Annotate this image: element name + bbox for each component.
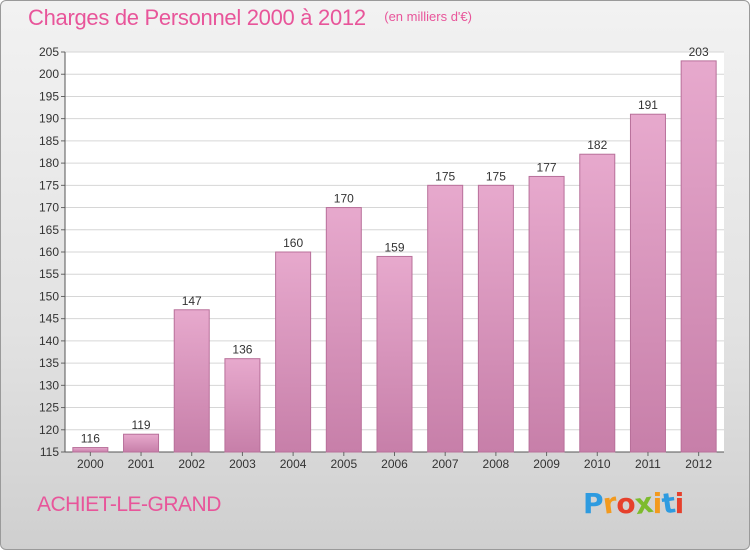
data-label-2010: 182	[587, 138, 607, 152]
bar-2005	[325, 207, 362, 453]
x-tick-label-2007: 2007	[432, 457, 459, 471]
y-tick-label: 115	[40, 445, 59, 459]
proxiti-logo: Proxiti	[583, 485, 685, 522]
title-row: Charges de Personnel 2000 à 2012 (en mil…	[28, 5, 472, 31]
x-tick-label-2003: 2003	[229, 457, 256, 471]
logo-letter: o	[616, 487, 636, 520]
y-tick-label: 180	[39, 156, 59, 170]
data-label-2012: 203	[689, 45, 709, 59]
data-label-2007: 175	[435, 169, 455, 183]
bar-2008	[477, 184, 514, 453]
data-label-2009: 177	[537, 160, 557, 174]
data-label-2006: 159	[384, 240, 404, 254]
x-tick-label-2010: 2010	[584, 457, 611, 471]
data-label-2005: 170	[334, 192, 354, 206]
y-tick-label: 155	[39, 267, 59, 281]
bar-2011	[629, 113, 666, 453]
logo-letter: x	[632, 485, 655, 522]
y-tick-label: 135	[39, 356, 59, 370]
y-tick-label: 145	[39, 312, 59, 326]
bar-2003	[224, 358, 261, 453]
y-tick-label: 185	[39, 134, 59, 148]
data-label-2003: 136	[232, 343, 252, 357]
x-tick-label-2000: 2000	[77, 457, 104, 471]
y-tick-label: 195	[39, 89, 59, 103]
x-tick-label-2011: 2011	[635, 457, 661, 471]
chart-subtitle: (en milliers d'€)	[384, 9, 472, 24]
bar-2009	[528, 175, 565, 453]
y-tick-label: 175	[39, 178, 59, 192]
y-tick-label: 140	[39, 334, 59, 348]
y-tick-label: 120	[39, 423, 59, 437]
y-tick-label: 165	[39, 223, 59, 237]
logo-letter: P	[583, 487, 604, 520]
bar-2012	[680, 60, 717, 453]
y-tick-label: 160	[39, 245, 59, 259]
y-tick-label: 130	[39, 378, 59, 392]
logo-letter: i	[674, 487, 685, 520]
bar-2004	[275, 251, 312, 453]
commune-name: ACHIET-LE-GRAND	[37, 493, 221, 516]
data-label-2001: 119	[131, 418, 150, 432]
x-tick-label-2005: 2005	[330, 457, 357, 471]
y-tick-label: 200	[39, 67, 59, 81]
x-tick-label-2002: 2002	[178, 457, 205, 471]
x-tick-label-2001: 2001	[128, 457, 155, 471]
bar-2010	[579, 153, 616, 453]
y-tick-label: 170	[39, 201, 59, 215]
y-tick-label: 125	[39, 401, 59, 415]
bar-2001	[123, 433, 160, 453]
x-tick-label-2012: 2012	[685, 457, 712, 471]
y-tick-label: 150	[39, 289, 59, 303]
data-label-2011: 191	[638, 98, 658, 112]
x-tick-label-2006: 2006	[381, 457, 408, 471]
bar-2006	[376, 255, 413, 453]
data-label-2008: 175	[486, 169, 506, 183]
x-tick-label-2008: 2008	[483, 457, 510, 471]
y-tick-label: 205	[39, 45, 59, 59]
data-label-2000: 116	[81, 432, 100, 446]
x-tick-label-2009: 2009	[533, 457, 560, 471]
data-label-2002: 147	[182, 294, 202, 308]
bar-2007	[427, 184, 464, 453]
data-label-2004: 160	[283, 236, 303, 250]
logo-letter: i	[652, 487, 663, 520]
chart-title: Charges de Personnel 2000 à 2012	[28, 5, 366, 30]
bar-2002	[173, 309, 210, 453]
x-tick-label-2004: 2004	[280, 457, 307, 471]
y-tick-label: 190	[39, 112, 59, 126]
bar-2000	[72, 447, 109, 453]
